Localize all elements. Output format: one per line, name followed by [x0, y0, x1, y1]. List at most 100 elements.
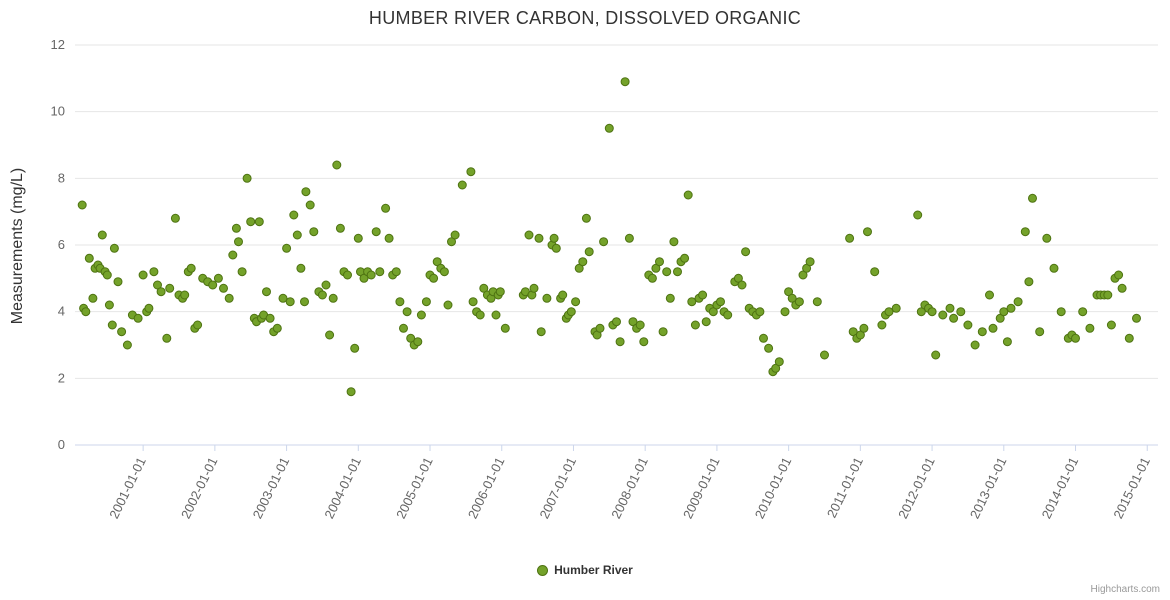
data-point[interactable]: [612, 317, 621, 327]
data-point[interactable]: [1024, 277, 1034, 287]
data-point[interactable]: [931, 350, 941, 360]
data-point[interactable]: [495, 287, 505, 297]
data-point[interactable]: [170, 213, 180, 223]
data-point[interactable]: [956, 307, 966, 317]
data-point[interactable]: [741, 247, 751, 257]
data-point[interactable]: [542, 293, 552, 303]
data-point[interactable]: [916, 307, 926, 317]
data-point[interactable]: [913, 210, 923, 220]
data-point[interactable]: [620, 77, 630, 87]
data-point[interactable]: [794, 297, 804, 307]
data-point[interactable]: [450, 230, 460, 240]
data-point[interactable]: [1132, 313, 1141, 323]
data-point[interactable]: [536, 327, 546, 337]
data-point[interactable]: [604, 123, 614, 133]
data-point[interactable]: [399, 323, 408, 333]
data-point[interactable]: [1020, 227, 1030, 237]
data-point[interactable]: [1028, 193, 1037, 203]
data-point[interactable]: [292, 230, 302, 240]
data-point[interactable]: [977, 327, 987, 337]
data-point[interactable]: [584, 247, 594, 257]
data-point[interactable]: [755, 307, 765, 317]
data-point[interactable]: [1042, 233, 1052, 243]
data-point[interactable]: [443, 300, 453, 310]
data-point[interactable]: [429, 273, 439, 283]
data-point[interactable]: [534, 233, 544, 243]
data-point[interactable]: [1049, 263, 1059, 273]
data-point[interactable]: [1114, 270, 1124, 280]
data-point[interactable]: [421, 297, 431, 307]
data-point[interactable]: [153, 280, 162, 290]
data-point[interactable]: [144, 303, 154, 313]
data-point[interactable]: [716, 297, 725, 307]
data-point[interactable]: [491, 310, 501, 320]
data-point[interactable]: [985, 290, 994, 300]
data-point[interactable]: [180, 290, 190, 300]
data-point[interactable]: [353, 233, 363, 243]
data-point[interactable]: [343, 270, 352, 280]
data-point[interactable]: [254, 217, 264, 227]
data-point[interactable]: [305, 200, 315, 210]
data-point[interactable]: [680, 253, 690, 263]
data-point[interactable]: [737, 280, 747, 290]
data-point[interactable]: [581, 213, 591, 223]
data-point[interactable]: [524, 230, 534, 240]
data-point[interactable]: [282, 243, 292, 253]
data-point[interactable]: [500, 323, 510, 333]
data-point[interactable]: [635, 320, 645, 330]
data-point[interactable]: [1103, 290, 1113, 300]
data-point[interactable]: [371, 227, 381, 237]
data-point[interactable]: [647, 273, 657, 283]
data-point[interactable]: [774, 357, 784, 367]
data-point[interactable]: [285, 297, 295, 307]
data-point[interactable]: [1056, 307, 1066, 317]
data-point[interactable]: [870, 267, 880, 277]
data-point[interactable]: [1035, 327, 1045, 337]
data-point[interactable]: [658, 327, 668, 337]
data-point[interactable]: [149, 267, 159, 277]
data-point[interactable]: [375, 267, 385, 277]
data-point[interactable]: [317, 290, 327, 300]
data-point[interactable]: [963, 320, 973, 330]
highcharts-credit-link[interactable]: Highcharts.com: [1090, 584, 1160, 595]
data-point[interactable]: [350, 343, 360, 353]
data-point[interactable]: [551, 243, 561, 253]
data-point[interactable]: [1124, 333, 1134, 343]
data-point[interactable]: [165, 283, 175, 293]
data-point[interactable]: [335, 223, 345, 233]
data-point[interactable]: [599, 237, 609, 247]
data-point[interactable]: [938, 310, 948, 320]
data-point[interactable]: [999, 307, 1009, 317]
data-point[interactable]: [669, 237, 679, 247]
data-point[interactable]: [805, 257, 815, 267]
data-point[interactable]: [1013, 297, 1023, 307]
data-point[interactable]: [117, 327, 127, 337]
data-point[interactable]: [615, 337, 625, 347]
data-point[interactable]: [138, 270, 148, 280]
data-point[interactable]: [780, 307, 790, 317]
data-point[interactable]: [1106, 320, 1116, 330]
data-point[interactable]: [77, 200, 87, 210]
data-point[interactable]: [683, 190, 693, 200]
data-point[interactable]: [687, 297, 697, 307]
data-point[interactable]: [301, 187, 311, 197]
data-point[interactable]: [970, 340, 980, 350]
data-point[interactable]: [1078, 307, 1088, 317]
data-point[interactable]: [1071, 333, 1080, 343]
data-point[interactable]: [193, 320, 203, 330]
data-point[interactable]: [228, 250, 238, 260]
data-point[interactable]: [237, 267, 247, 277]
data-point[interactable]: [447, 237, 456, 247]
data-point[interactable]: [812, 297, 822, 307]
data-point[interactable]: [457, 180, 467, 190]
data-point[interactable]: [395, 297, 405, 307]
data-point[interactable]: [891, 303, 901, 313]
data-point[interactable]: [122, 340, 132, 350]
data-point[interactable]: [988, 323, 998, 333]
data-point[interactable]: [845, 233, 855, 243]
data-point[interactable]: [759, 333, 768, 343]
data-point[interactable]: [156, 287, 166, 297]
data-point[interactable]: [224, 293, 234, 303]
data-point[interactable]: [665, 293, 675, 303]
data-point[interactable]: [529, 283, 539, 293]
